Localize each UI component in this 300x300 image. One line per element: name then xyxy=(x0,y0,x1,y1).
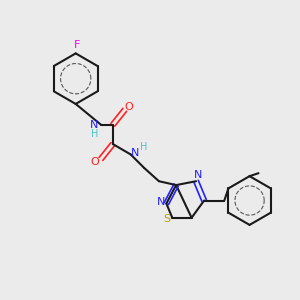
Text: F: F xyxy=(74,40,80,50)
Text: N: N xyxy=(131,148,139,158)
Text: N: N xyxy=(90,120,99,130)
Text: S: S xyxy=(163,214,170,224)
Text: O: O xyxy=(91,157,99,167)
Text: H: H xyxy=(140,142,148,152)
Text: N: N xyxy=(157,197,165,207)
Text: N: N xyxy=(194,170,202,180)
Text: O: O xyxy=(125,102,134,112)
Text: H: H xyxy=(91,129,98,139)
